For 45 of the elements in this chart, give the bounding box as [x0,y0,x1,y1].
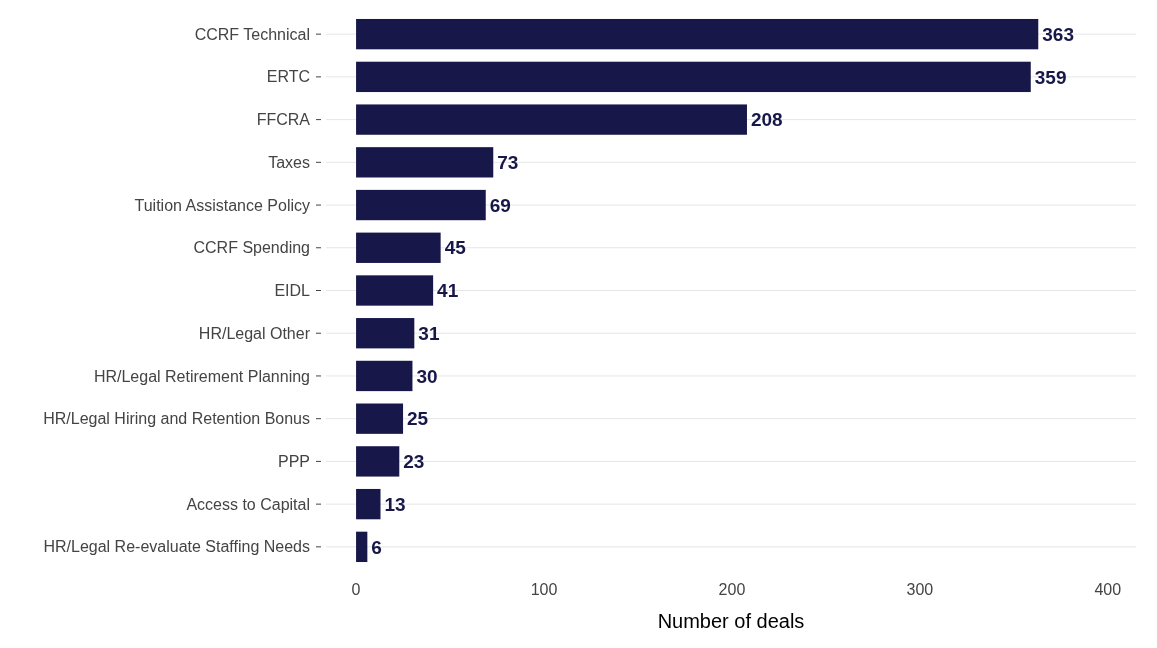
bar [356,488,381,520]
x-tick-label: 200 [718,581,746,598]
y-tick-label: HR/Legal Retirement Planning [93,367,310,385]
bar [356,531,368,563]
data-label: 31 [418,322,440,344]
bar [356,104,747,135]
data-label: 73 [497,151,519,173]
bar [356,318,415,349]
data-label: 359 [1034,66,1067,88]
bar [356,446,400,477]
bar [356,147,494,178]
y-tick-label: HR/Legal Other [198,324,311,342]
data-label: 6 [371,536,382,558]
y-tick-label: Taxes [268,153,310,171]
data-label: 363 [1042,23,1074,45]
data-label: 23 [403,451,425,473]
bar [356,360,413,392]
y-tick-label: EIDL [274,282,311,300]
y-tick-label: FFCRA [256,111,311,129]
x-tick-label: 400 [1094,581,1122,598]
data-label: 13 [384,493,406,515]
y-tick-label: ERTC [266,68,310,86]
y-tick-label: HR/Legal Hiring and Retention Bonus [43,410,310,428]
y-tick-label: Access to Capital [186,495,310,513]
bar [356,232,441,263]
bar [356,403,404,434]
y-tick-label: Tuition Assistance Policy [134,196,310,214]
y-tick-label: CCRF Technical [194,25,310,43]
x-tick-label: 100 [530,581,558,598]
data-label: 208 [750,109,783,131]
x-tick-label: 300 [906,581,934,598]
data-label: 45 [444,237,467,259]
bar [356,275,434,306]
x-axis-title: Number of deals [657,610,805,632]
bar [356,61,1031,93]
y-tick-label: HR/Legal Re-evaluate Staffing Needs [43,538,310,556]
data-label: 25 [407,408,429,430]
y-tick-label: PPP [277,453,310,470]
bar [356,189,486,221]
y-tick-label: CCRF Spending [193,239,310,257]
x-tick-label: 0 [351,581,361,598]
data-label: 69 [489,194,511,216]
data-label: 30 [416,365,438,387]
bar [356,18,1039,50]
data-label: 41 [437,280,459,302]
